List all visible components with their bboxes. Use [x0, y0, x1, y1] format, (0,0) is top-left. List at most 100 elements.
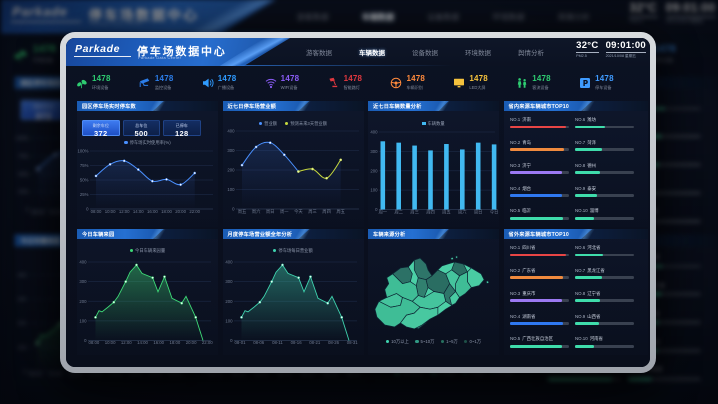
chart-legend: 停车场实时使用率(%) — [77, 140, 218, 146]
header: Parkade 停车场数据中心 Parkade Data Center 游客数据… — [1, 0, 718, 34]
panel-title-bar: 省内来源车辆城市TOP10 — [503, 100, 648, 111]
kpi-item: 1478 广播设备 — [202, 69, 265, 97]
legend-item[interactable]: 0~1万 — [464, 339, 481, 345]
kpi-value: 1478 — [652, 43, 676, 55]
rank-label: NO.7 — [575, 268, 586, 274]
nav-item[interactable]: 设备数据 — [427, 13, 460, 23]
svg-text:75%: 75% — [80, 163, 89, 168]
clock-block: 09:01:00 2021/10/08 星期五 — [605, 40, 646, 59]
temperature-sub: PM2.5 — [629, 19, 643, 25]
stat-box: 总车位 500 — [122, 120, 160, 138]
svg-text:25%: 25% — [18, 189, 29, 195]
svg-text:200: 200 — [17, 321, 26, 327]
rank-label: NO.6 — [575, 117, 586, 123]
svg-text:75%: 75% — [18, 153, 29, 159]
rank-label: NO.2 — [510, 268, 521, 274]
legend-item[interactable]: 停车场每日营业额 — [273, 248, 313, 254]
rank-bar-fill — [510, 344, 562, 348]
rank-label: NO.1 — [510, 245, 521, 251]
svg-text:100%: 100% — [15, 135, 29, 141]
svg-text:周五: 周五 — [237, 209, 246, 215]
nav-item[interactable]: 车辆数据 — [359, 50, 385, 57]
city-name: 临沂 — [522, 208, 532, 214]
rank-bar-track — [575, 322, 634, 325]
panel-vehicle-origin-map: 车辆来源分析 — [368, 228, 499, 355]
svg-text:300: 300 — [17, 296, 26, 302]
rank-label: NO.10 — [575, 208, 588, 214]
nav-item[interactable]: 舆情分析 — [518, 50, 544, 57]
svg-text:16:00: 16:00 — [153, 340, 164, 345]
legend-item[interactable]: 10万以上 — [385, 339, 409, 345]
province-name: 四川省 — [522, 245, 536, 251]
svg-text:周二: 周二 — [394, 209, 403, 215]
svg-text:08-06: 08-06 — [253, 340, 265, 345]
panel-title: 车辆来源分析 — [373, 231, 406, 238]
kpi-label: 车辆识别 — [406, 84, 423, 90]
legend-item[interactable]: 车辆数量 — [422, 121, 445, 127]
speaker-icon — [202, 77, 214, 89]
kpi-item: 1478 WIFI设备 — [265, 69, 328, 97]
nav-item[interactable]: 舆情分析 — [557, 13, 590, 23]
province-name: 河南省 — [589, 336, 603, 342]
rank-bar-track — [510, 322, 569, 325]
kpi-value: 1478 — [595, 74, 614, 84]
legend-dot — [285, 121, 289, 126]
legend-item[interactable]: 今日车辆来园量 — [129, 248, 165, 254]
header-status: 32°C PM2.5 09:01:00 2021/10/08 星期五 — [576, 40, 646, 59]
nav-item[interactable]: 游客数据 — [296, 13, 329, 23]
province-name: 湖南省 — [522, 313, 536, 319]
city-name: 淄博 — [589, 208, 599, 214]
legend-dot — [385, 339, 390, 344]
nav-item[interactable]: 设备数据 — [412, 50, 438, 57]
legend-item[interactable]: 预测未来3天营业额 — [285, 121, 327, 127]
rank-label: NO.7 — [575, 140, 586, 146]
svg-text:0: 0 — [230, 338, 233, 343]
chart-legend: 今日车辆来园量 — [77, 248, 218, 254]
rank-bar-fill — [628, 377, 653, 381]
rank-bar-fill — [510, 148, 565, 152]
rank-bar-fill — [575, 148, 602, 152]
svg-text:200: 200 — [370, 168, 378, 173]
province-name: 重庆市 — [522, 290, 536, 296]
svg-text:100%: 100% — [78, 148, 89, 153]
legend-item[interactable]: 5~10万 — [415, 339, 434, 345]
svg-text:08:00: 08:00 — [89, 340, 100, 345]
dashboard: Parkade 停车场数据中心 Parkade Data Center 游客数据… — [66, 38, 650, 367]
main-nav: 游客数据 车辆数据 设备数据 环境数据 舆情分析 — [294, 38, 544, 66]
legend-item[interactable]: 停车场实时使用率(%) — [124, 140, 171, 146]
panel-title: 今日车辆来园 — [82, 231, 115, 238]
panel-title-bar: 近七日车辆数量分析 — [368, 100, 499, 111]
svg-text:08-21: 08-21 — [309, 340, 321, 345]
svg-text:08-26: 08-26 — [328, 340, 340, 345]
kpi-value: 1478 — [92, 74, 111, 84]
nav-item[interactable]: 环境数据 — [492, 13, 525, 23]
city-name: 济南 — [522, 117, 532, 123]
svg-text:18:00: 18:00 — [170, 340, 181, 345]
rank-label: NO.6 — [575, 245, 586, 251]
nav-item[interactable]: 环境数据 — [465, 50, 491, 57]
svg-text:20:00: 20:00 — [186, 340, 197, 345]
city-name: 烟台 — [522, 185, 532, 191]
rank-bar-track — [510, 194, 569, 197]
rank-bar-track — [510, 125, 569, 129]
rank-bar-fill — [510, 125, 567, 129]
nav-item[interactable]: 车辆数据 — [361, 13, 395, 23]
legend-item[interactable]: 1~5万 — [440, 339, 458, 345]
legend-item[interactable]: 营业额 — [258, 121, 277, 127]
city-name: 菏泽 — [587, 140, 597, 146]
svg-text:300: 300 — [79, 279, 87, 284]
nav-item[interactable]: 游客数据 — [306, 50, 332, 57]
rank-bar-track — [575, 216, 634, 220]
rank-bar-fill — [510, 299, 562, 303]
realtime-stats: 剩余车位 372 总车位 500 已停车 128 — [82, 120, 201, 138]
rank-label: NO.8 — [575, 162, 586, 168]
stat-box: 剩余车位 372 — [82, 120, 120, 138]
svg-text:0: 0 — [375, 207, 378, 212]
legend-dot — [440, 339, 445, 344]
main-nav: 游客数据 车辆数据 设备数据 环境数据 舆情分析 — [282, 0, 590, 33]
